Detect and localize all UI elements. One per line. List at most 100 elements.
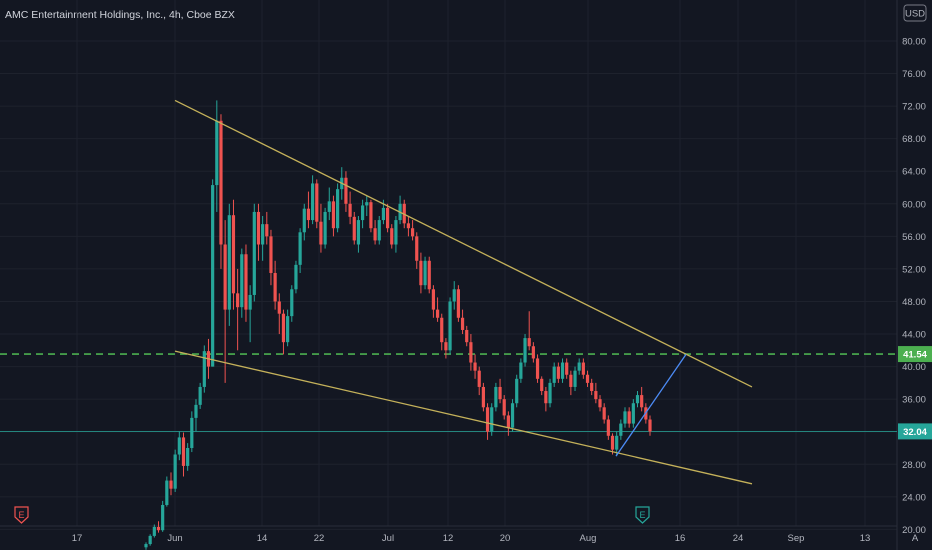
candle-body xyxy=(610,435,615,450)
candle-body xyxy=(244,254,248,310)
earnings-label: E xyxy=(18,510,24,520)
candle-body xyxy=(231,215,236,294)
price-tags: 41.54 32.04 xyxy=(898,346,932,440)
candle-body xyxy=(319,221,323,245)
time-tick-label: 13 xyxy=(860,533,871,544)
candle-body xyxy=(465,329,469,343)
candle-body xyxy=(277,301,281,314)
time-tick-label: Jul xyxy=(382,533,394,544)
candle-body xyxy=(331,201,336,229)
time-tick-label: Aug xyxy=(580,533,597,544)
time-tick-label: Sep xyxy=(788,533,805,544)
trendlines-group xyxy=(174,99,753,485)
candle-body xyxy=(344,177,348,204)
candle-body xyxy=(373,228,377,241)
price-tick-label: 72.00 xyxy=(902,102,926,113)
candle-body xyxy=(490,407,494,432)
time-tick-label: Jun xyxy=(167,533,182,544)
candle-body xyxy=(377,220,381,241)
candle-body xyxy=(365,202,369,206)
candle-body xyxy=(531,346,535,359)
price-tick-label: 36.00 xyxy=(902,395,926,406)
candle-body xyxy=(615,435,619,450)
candle-body xyxy=(577,362,581,371)
candle-body xyxy=(435,309,440,318)
candle-body xyxy=(148,535,152,545)
currency-button[interactable]: USD xyxy=(903,4,927,22)
candle-body xyxy=(519,362,523,379)
candle-body xyxy=(186,448,190,466)
candle-body xyxy=(619,423,623,436)
candles-group xyxy=(144,100,652,550)
candle-body xyxy=(410,228,415,237)
candle-body xyxy=(360,205,365,221)
price-tag xyxy=(898,346,932,363)
candle-body xyxy=(356,220,361,245)
price-tick-label: 68.00 xyxy=(902,134,926,145)
price-tick-label: 76.00 xyxy=(902,69,926,80)
candle-body xyxy=(290,289,294,317)
candle-body xyxy=(540,378,544,392)
trendline xyxy=(174,99,753,388)
candle-body xyxy=(419,260,423,286)
earnings-marker-icon[interactable]: E xyxy=(14,506,29,524)
candle-body xyxy=(336,189,340,229)
candle-body xyxy=(460,317,465,330)
candle-body xyxy=(469,342,473,363)
candle-body xyxy=(223,244,227,310)
candle-body xyxy=(390,228,394,245)
candle-body xyxy=(560,362,565,379)
time-tick-label: 22 xyxy=(314,533,325,544)
candle-body xyxy=(598,399,602,408)
candle-body xyxy=(369,202,373,229)
candle-body xyxy=(240,254,244,308)
candle-body xyxy=(431,289,436,310)
candle-body xyxy=(181,437,186,466)
candle-body xyxy=(485,407,490,432)
candle-body xyxy=(640,395,644,408)
candle-body xyxy=(548,382,552,404)
candle-body xyxy=(177,437,181,455)
price-tick-label: 60.00 xyxy=(902,199,926,210)
candle-body xyxy=(352,216,356,241)
price-tag-label: 32.04 xyxy=(903,427,927,438)
candle-body xyxy=(415,236,419,261)
candle-body xyxy=(306,208,311,221)
candle-body xyxy=(565,362,569,375)
candle-body xyxy=(385,207,390,229)
candle-body xyxy=(481,386,485,408)
candle-body xyxy=(215,120,219,186)
candle-body xyxy=(573,370,577,387)
candle-body xyxy=(602,407,606,420)
price-tag xyxy=(898,423,932,440)
price-tick-label: 24.00 xyxy=(902,492,926,503)
candle-body xyxy=(623,411,627,424)
candle-body xyxy=(327,201,331,212)
candle-body xyxy=(506,415,510,428)
candle-body xyxy=(473,362,477,371)
candle-body xyxy=(173,454,177,489)
candle-body xyxy=(273,272,277,302)
price-tick-label: 44.00 xyxy=(902,330,926,341)
candle-body xyxy=(227,215,231,310)
candle-body xyxy=(648,419,652,432)
candle-body xyxy=(211,185,215,367)
candle-body xyxy=(631,403,635,424)
trendline xyxy=(174,350,753,485)
candle-body xyxy=(256,211,261,245)
candle-body xyxy=(269,236,273,273)
trendline xyxy=(615,354,687,457)
candle-body xyxy=(381,207,386,221)
earnings-marker-icon[interactable]: E xyxy=(635,506,650,524)
candle-body xyxy=(527,338,531,347)
auto-scale-button[interactable]: A xyxy=(912,533,919,544)
candle-body xyxy=(594,391,598,400)
candle-body xyxy=(311,183,315,221)
price-tick-label: 52.00 xyxy=(902,264,926,275)
time-tick-label: 17 xyxy=(72,533,83,544)
horizontal-price-lines xyxy=(0,353,897,432)
candle-body xyxy=(348,203,352,217)
candle-body xyxy=(523,338,527,363)
candle-body xyxy=(406,223,411,229)
